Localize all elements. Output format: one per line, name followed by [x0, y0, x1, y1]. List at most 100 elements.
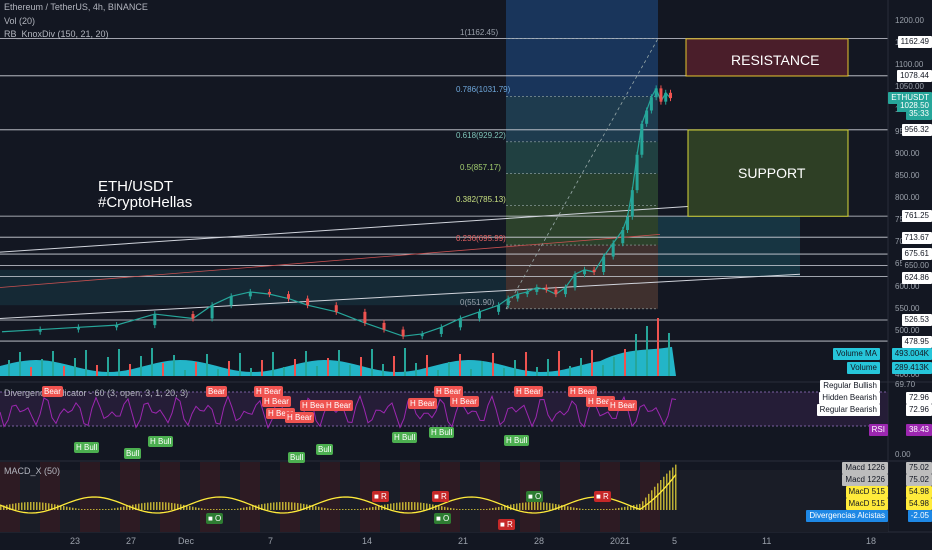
volume-bar-558: [558, 351, 560, 376]
macd-hist-543: [543, 502, 545, 510]
macd-hist-183: [183, 504, 185, 510]
macd-hist-417: [417, 502, 419, 510]
macd-hist-237: [237, 508, 239, 510]
volume-indicator-label[interactable]: Vol (20): [4, 16, 36, 26]
macd-hist-84: [84, 509, 86, 510]
macd-hist-21: [21, 502, 23, 510]
macd-hist-33: [33, 502, 35, 510]
volume-bar-151: [151, 348, 153, 376]
macd-hist-177: [177, 503, 179, 510]
volume-bar-305: [305, 351, 307, 376]
macd-hist-273: [273, 502, 275, 510]
macd-hist-501: [501, 506, 503, 510]
macd-pane-title[interactable]: MACD_X (50): [4, 466, 61, 476]
macd-hist-519: [519, 503, 521, 510]
macd-hist-243: [243, 507, 245, 510]
macd-hist-513: [513, 504, 515, 510]
channel-fill: [0, 269, 506, 306]
macd-hist-42: [42, 502, 44, 510]
macd-hist-213: [213, 509, 215, 510]
divergence-label-7: H Bear: [324, 400, 353, 411]
macd-tag-value-1: 75.02: [905, 474, 932, 486]
macd-hist-576: [576, 508, 578, 510]
x-tick-6: 28: [534, 536, 545, 546]
macd-hist-135: [135, 504, 137, 510]
volume-bar-481: [481, 361, 483, 376]
candle-body-41: [659, 88, 663, 102]
candle-body-4: [153, 314, 157, 326]
knoxdiv-indicator-label[interactable]: RB_KnoxDiv (150, 21, 20): [4, 29, 109, 39]
volume-bar-294: [294, 359, 296, 376]
macd-hist-9: [9, 504, 11, 510]
volume-bar-173: [173, 355, 175, 376]
candle-body-42: [664, 92, 668, 102]
macd-hist-96: [96, 509, 98, 510]
macd-hist-57: [57, 504, 59, 510]
macd-hist-342: [342, 509, 344, 510]
macd-hist-117: [117, 507, 119, 510]
volume-bar-19: [19, 352, 21, 376]
macd-marker-1: ■ R: [432, 491, 449, 502]
price-tag-6: 761.25: [901, 210, 932, 222]
volume-bar-184: [184, 370, 186, 376]
macd-hist-564: [564, 505, 566, 510]
macd-marker-2: ■ O: [526, 491, 544, 502]
candle-body-21: [506, 298, 510, 306]
macd-hist-297: [297, 502, 299, 510]
macd-hist-99: [99, 509, 101, 510]
macd-hist-414: [414, 502, 416, 510]
price-tag-1: 1078.44: [897, 70, 932, 82]
title-annotation: ETH/USDT: [98, 178, 173, 195]
macd-hist-93: [93, 509, 95, 510]
divergence-label-19: Bull: [316, 444, 334, 455]
fib-zone-top: [506, 0, 658, 97]
macd-marker-0: ■ R: [372, 491, 389, 502]
macd-hist-588: [588, 509, 590, 510]
support-box: [687, 129, 849, 217]
macd-band-640: [640, 462, 660, 532]
macd-hist-480: [480, 509, 482, 510]
macd-hist-612: [612, 508, 614, 510]
macd-hist-642: [642, 501, 644, 510]
macd-hist-207: [207, 509, 209, 510]
divergence-label-9: H Bear: [434, 386, 463, 397]
macd-hist-63: [63, 506, 65, 510]
macd-hist-441: [441, 506, 443, 510]
macd-hist-336: [336, 509, 338, 510]
channel-upper: [0, 198, 801, 253]
candle-body-38: [645, 110, 649, 124]
candle-body-5: [191, 314, 195, 319]
volume-bar-129: [129, 364, 131, 376]
candle-body-9: [267, 291, 271, 295]
divergence-label-2: H Bear: [254, 386, 283, 397]
volume-bar-635: [635, 334, 637, 376]
volume-bar-613: [613, 357, 615, 376]
macd-hist-201: [201, 508, 203, 510]
divergence-label-1: Bear: [206, 386, 227, 397]
resistance-box: [685, 38, 849, 77]
volume-bar-107: [107, 357, 109, 376]
macd-hist-492: [492, 508, 494, 510]
macd-hist-249: [249, 506, 251, 510]
macd-tag-value-0: 75.02: [905, 462, 932, 474]
macd-hist-303: [303, 503, 305, 510]
rsi-legend-value-0: 72.96: [905, 392, 932, 404]
symbol-title: Ethereum / TetherUS, 4h, BINANCE: [4, 2, 148, 12]
macd-hist-72: [72, 507, 74, 510]
macd-hist-312: [312, 505, 314, 510]
divergence-label-16: Bull: [124, 448, 142, 459]
macd-hist-348: [348, 509, 350, 510]
candle-body-43: [669, 92, 672, 99]
price-tick-7: 850.00: [895, 170, 920, 180]
macd-hist-594: [594, 509, 596, 510]
rsi-value: 38.43: [905, 424, 932, 436]
macd-hist-27: [27, 502, 29, 510]
macd-marker-6: ■ R: [498, 519, 515, 530]
macd-hist-516: [516, 503, 518, 510]
macd-hist-648: [648, 493, 650, 510]
macd-band-0: [0, 462, 20, 532]
divergence-pane-title[interactable]: Divergence Indicator - 60 (3, open, 3, 1…: [4, 388, 189, 398]
macd-hist-468: [468, 509, 470, 510]
macd-hist-159: [159, 502, 161, 510]
